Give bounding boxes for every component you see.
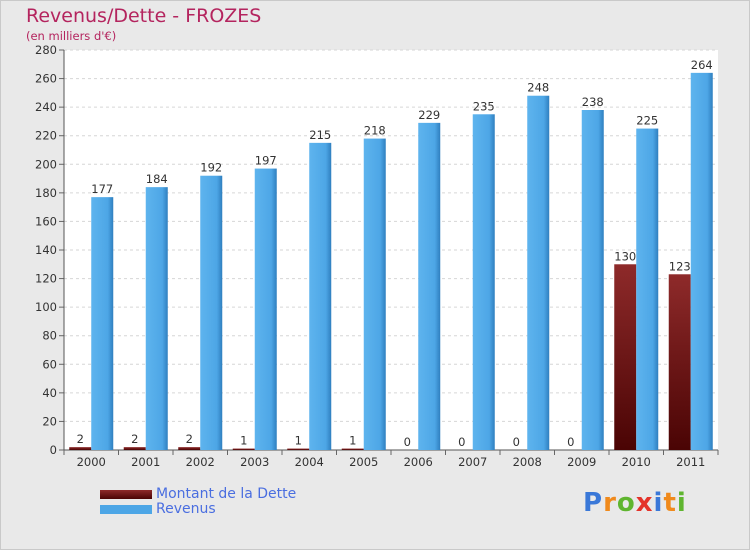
data-label-dette: 1 [240,434,247,448]
logo-letter: i [653,488,664,518]
data-label-revenus: 238 [582,95,604,109]
legend-label-revenus: Revenus [156,501,216,517]
y-tick-label: 60 [42,357,57,371]
legend-swatch-revenus [100,505,152,514]
x-tick-label: 2002 [186,455,215,469]
bar-revenus [418,122,441,450]
data-label-dette: 2 [131,432,138,446]
bar-revenus [200,175,223,450]
data-label-revenus: 177 [91,182,113,196]
logo-letter: i [676,488,687,518]
bar-revenus [690,72,713,450]
data-label-dette: 123 [669,259,691,273]
x-tick-label: 2001 [131,455,160,469]
data-label-dette: 0 [458,435,465,449]
bar-dette [178,447,201,450]
bar-revenus [363,138,386,451]
bar-dette [614,264,637,450]
x-tick-label: 2004 [295,455,324,469]
x-tick-label: 2000 [77,455,106,469]
y-tick-label: 0 [50,443,57,457]
data-label-revenus: 197 [255,154,277,168]
data-label-revenus: 235 [473,99,495,113]
data-label-revenus: 184 [146,172,168,186]
data-label-revenus: 218 [364,124,386,138]
data-label-revenus: 248 [527,81,549,95]
data-label-dette: 0 [404,435,411,449]
y-tick-label: 220 [35,129,57,143]
chart-subtitle: (en milliers d'€) [26,29,117,43]
data-label-dette: 2 [186,432,193,446]
x-tick-label: 2010 [622,455,651,469]
y-tick-label: 120 [35,272,57,286]
bar-revenus [527,95,550,450]
y-tick-label: 240 [35,100,57,114]
y-tick-label: 140 [35,243,57,257]
proxiti-logo: Proxiti [583,488,687,518]
x-tick-label: 2005 [349,455,378,469]
data-label-dette: 2 [77,432,84,446]
data-label-revenus: 192 [200,161,222,175]
y-tick-label: 200 [35,157,57,171]
data-label-revenus: 264 [691,58,713,72]
logo-letter: x [635,488,654,518]
x-tick-label: 2006 [404,455,433,469]
y-tick-label: 160 [35,214,57,228]
bar-revenus [309,142,332,450]
y-tick-label: 280 [35,43,57,57]
bar-dette [341,448,364,450]
x-tick-label: 2011 [676,455,705,469]
bar-revenus [581,110,604,450]
bar-revenus [254,168,277,451]
y-tick-label: 180 [35,186,57,200]
bar-revenus [636,128,659,451]
data-label-dette: 0 [567,435,574,449]
logo-letter: r [603,488,617,518]
logo-letter: P [583,488,604,518]
bar-revenus [91,197,114,450]
logo-letter: o [616,488,636,518]
x-tick-label: 2007 [458,455,487,469]
bar-dette [232,448,255,450]
data-label-dette: 130 [614,249,636,263]
bar-dette [69,447,92,450]
bar-revenus [145,187,168,450]
y-tick-label: 20 [42,414,57,428]
data-label-dette: 1 [295,434,302,448]
logo-letter: t [663,488,677,518]
data-label-revenus: 229 [418,108,440,122]
x-tick-label: 2009 [567,455,596,469]
x-tick-label: 2003 [240,455,269,469]
y-tick-label: 100 [35,300,57,314]
y-tick-label: 260 [35,72,57,86]
bar-dette [668,274,691,450]
legend-label-dette: Montant de la Dette [156,486,297,502]
bar-revenus [472,114,495,451]
bar-dette [287,448,310,450]
y-tick-label: 80 [42,329,57,343]
bar-dette [123,447,146,450]
legend-swatch-dette [100,490,152,499]
data-label-dette: 1 [349,434,356,448]
data-label-revenus: 215 [309,128,331,142]
data-label-revenus: 225 [636,114,658,128]
x-tick-label: 2008 [513,455,542,469]
data-label-dette: 0 [513,435,520,449]
chart-title: Revenus/Dette - FROZES [26,5,262,27]
y-tick-label: 40 [42,386,57,400]
